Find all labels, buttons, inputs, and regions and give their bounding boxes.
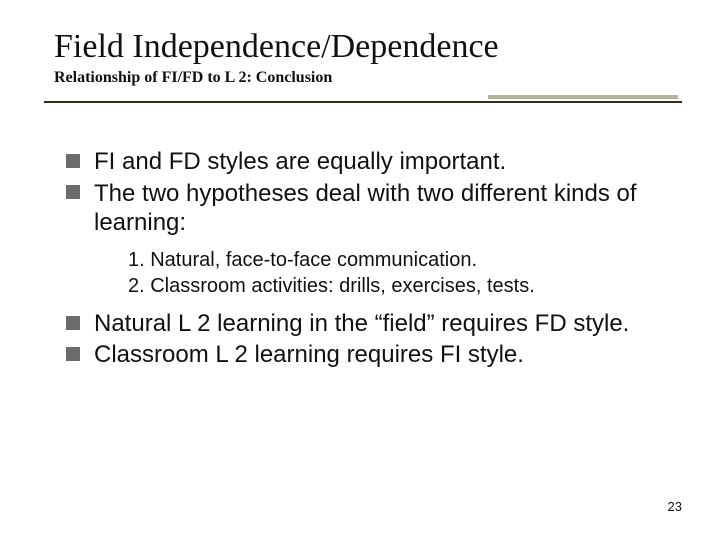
bullet-item: FI and FD styles are equally important. [66, 147, 672, 176]
sub-list: 1. Natural, face-to-face communication. … [128, 247, 672, 299]
bullet-item: Classroom L 2 learning requires FI style… [66, 340, 672, 369]
slide-body: FI and FD styles are equally important. … [54, 147, 672, 369]
rule-main [44, 101, 682, 103]
bullet-list-2: Natural L 2 learning in the “field” requ… [66, 309, 672, 370]
bullet-list-1: FI and FD styles are equally important. … [66, 147, 672, 237]
bullet-item: The two hypotheses deal with two differe… [66, 179, 672, 238]
slide: Field Independence/Dependence Relationsh… [0, 0, 720, 540]
bullet-item: Natural L 2 learning in the “field” requ… [66, 309, 672, 338]
slide-subtitle: Relationship of FI/FD to L 2: Conclusion [54, 69, 672, 87]
rule-accent [488, 95, 678, 99]
sub-item: 1. Natural, face-to-face communication. [128, 247, 672, 273]
title-rule [54, 95, 672, 113]
page-number: 23 [668, 499, 682, 514]
slide-title: Field Independence/Dependence [54, 28, 672, 65]
sub-item: 2. Classroom activities: drills, exercis… [128, 273, 672, 299]
